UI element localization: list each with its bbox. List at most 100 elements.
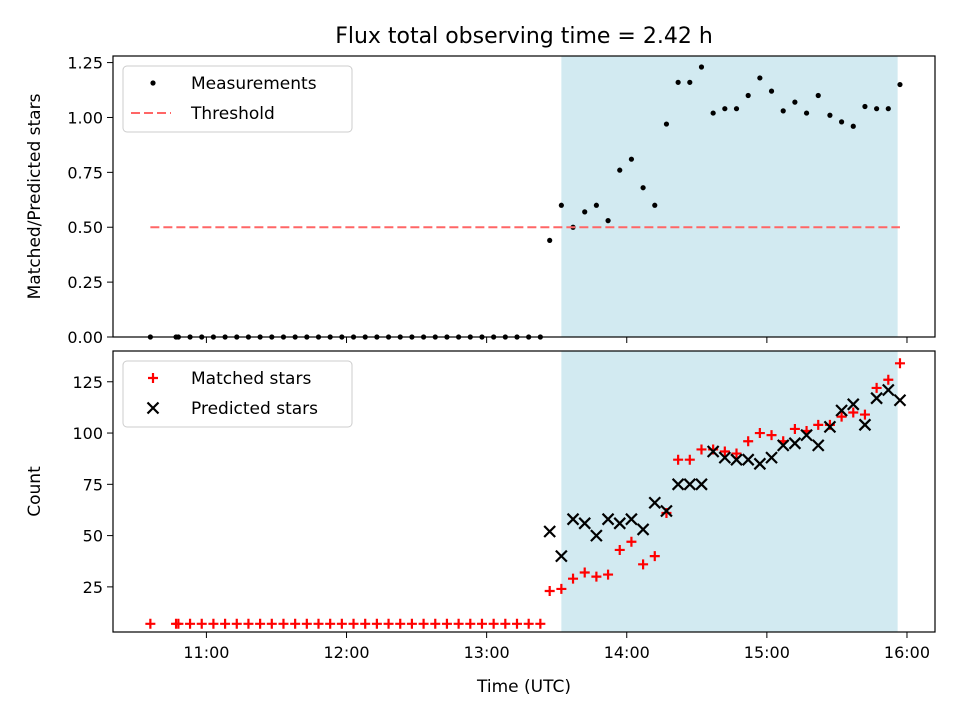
matched-star-marker: [673, 454, 684, 465]
ratio-y-tick-label: 1.00: [67, 108, 103, 127]
ratio-y-tick-label: 0.25: [67, 273, 103, 292]
matched-star-marker: [173, 618, 184, 629]
measurement-point: [792, 99, 798, 105]
measurement-point: [780, 108, 786, 114]
predicted-star-marker: [613, 517, 627, 530]
matched-star-marker: [488, 618, 499, 629]
measurement-point: [768, 88, 775, 94]
predicted-star-marker: [893, 393, 907, 407]
count-shaded-region: [561, 351, 898, 632]
predicted-star-marker: [706, 445, 720, 458]
predicted-star-marker: [741, 453, 755, 466]
matched-star-marker: [523, 618, 534, 629]
matched-star-marker: [614, 544, 625, 555]
measurement-point: [838, 119, 845, 125]
predicted-star-marker: [811, 439, 825, 452]
matched-star-marker: [476, 618, 487, 629]
matched-star-marker: [568, 573, 579, 584]
predicted-star-marker: [695, 478, 708, 491]
measurement-point: [698, 64, 705, 70]
ratio-y-tick-label: 0.00: [67, 328, 103, 347]
predicted-star-marker: [776, 439, 790, 452]
count-y-axis-label: Count: [25, 466, 45, 517]
matched-star-marker: [883, 374, 894, 385]
matched-star-marker: [696, 444, 707, 455]
matched-star-marker: [290, 618, 301, 629]
measurement-point: [558, 202, 564, 208]
matched-star-marker: [371, 618, 382, 629]
matched-star-marker: [789, 423, 800, 434]
ratio-y-tick-label: 1.25: [67, 54, 103, 73]
predicted-star-marker: [625, 512, 638, 526]
measurement-point: [640, 185, 646, 191]
matched-star-marker: [684, 454, 695, 465]
ratio-y-tick-label: 0.75: [67, 163, 103, 182]
measurement-point: [663, 121, 670, 127]
measurement-point: [617, 167, 623, 173]
predicted-star-marker: [660, 504, 673, 518]
matched-star-marker: [766, 430, 777, 441]
matched-star-marker: [220, 618, 231, 629]
measurement-point: [827, 112, 833, 118]
matched-star-marker: [266, 618, 277, 629]
measurement-point: [897, 81, 903, 88]
matched-star-marker: [395, 618, 406, 629]
matched-star-marker: [731, 448, 742, 459]
ratio-panel: 0.00 0.25 0.50 0.75 1.00 1.25 Matched/Predicte…: [25, 54, 936, 347]
count-legend: [122, 360, 353, 428]
count-axes-frame: [112, 350, 936, 633]
predicted-star-marker: [590, 529, 603, 542]
measurement-point: [710, 110, 716, 116]
predicted-star-marker: [601, 512, 615, 526]
ratio-legend: [122, 65, 353, 133]
legend-predicted-marker: [146, 401, 160, 415]
figure-title: Flux total observing time = 2.42 h: [335, 24, 713, 49]
ratio-shaded-region: [561, 56, 898, 337]
matched-star-marker: [301, 618, 312, 629]
ratio-y-tick-label: 0.50: [67, 218, 103, 237]
predicted-star-marker: [882, 383, 895, 397]
predicted-star-marker: [543, 525, 556, 538]
matched-star-marker: [348, 618, 359, 629]
matched-star-marker: [336, 618, 347, 629]
predicted-star-marker: [823, 420, 837, 434]
matched-star-marker: [418, 618, 429, 629]
measurement-point: [687, 79, 693, 85]
x-tick-label: 14:00: [604, 643, 650, 662]
predicted-star-marker: [555, 549, 568, 563]
matched-star-marker: [638, 559, 649, 570]
matched-star-marker: [511, 618, 522, 629]
matched-star-marker: [441, 618, 452, 629]
predicted-star-marker: [870, 391, 883, 405]
x-axis-label: Time (UTC): [476, 677, 571, 697]
predicted-star-marker: [566, 512, 580, 526]
predicted-star-marker: [578, 517, 591, 530]
matched-star-marker: [591, 571, 602, 582]
measurement-point: [874, 106, 880, 112]
measurement-point: [850, 123, 856, 129]
count-y-tick-label: 25: [83, 578, 103, 597]
matched-star-marker: [196, 618, 207, 629]
matched-star-marker: [208, 618, 219, 629]
measurement-point: [885, 106, 891, 112]
matched-star-marker: [556, 583, 567, 594]
count-y-tick-label: 75: [83, 475, 103, 494]
matched-star-marker: [719, 446, 730, 457]
legend-label: Predicted stars: [191, 399, 318, 419]
matched-star-marker: [836, 411, 847, 422]
predicted-star-marker: [718, 451, 732, 464]
count-y-tick-label: 125: [72, 373, 103, 392]
legend-label: Threshold: [190, 104, 275, 124]
matched-star-marker: [859, 409, 870, 420]
predicted-star-marker: [846, 398, 860, 411]
legend-measurement-marker: [150, 80, 156, 86]
matched-star-marker: [360, 618, 371, 629]
predicted-star-marker: [858, 418, 872, 432]
measurement-point: [593, 202, 599, 208]
predicted-star-marker: [835, 404, 848, 417]
matched-star-marker: [383, 618, 394, 629]
matched-star-marker: [430, 618, 441, 629]
legend-label: Measurements: [191, 74, 317, 94]
measurement-point: [803, 110, 810, 116]
measurement-point: [547, 237, 553, 244]
